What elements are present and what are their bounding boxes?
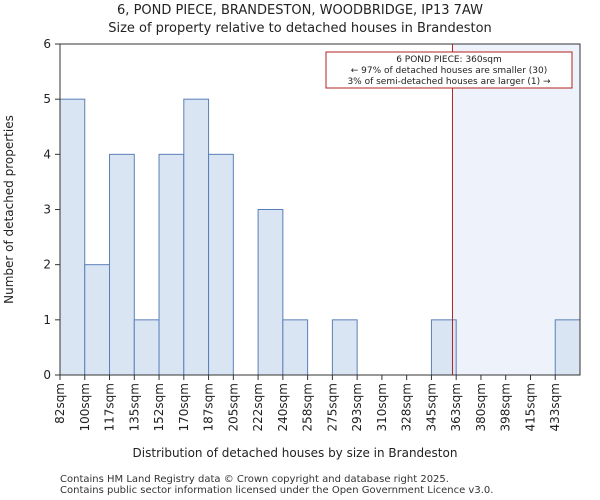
x-tick-label: 380sqm — [474, 383, 488, 431]
y-tick-label: 3 — [43, 203, 51, 217]
bar-82sqm — [59, 98, 86, 376]
y-tick-label: 4 — [43, 147, 51, 161]
x-tick-label: 205sqm — [226, 383, 240, 431]
bar-222sqm — [257, 209, 284, 376]
y-tick-label: 1 — [43, 313, 51, 327]
bar-152sqm — [158, 153, 185, 376]
x-tick-label: 187sqm — [202, 383, 216, 431]
chart: 0 1 2 3 4 5 6 82sqm 100sqm 117sqm 135sqm 152sqm 170… — [2, 37, 581, 460]
x-tick-label: 275sqm — [325, 383, 339, 431]
x-tick-label: 293sqm — [350, 383, 364, 431]
x-tick-label: 170sqm — [177, 383, 191, 431]
x-tick-label: 82sqm — [53, 383, 67, 424]
x-tick-label: 433sqm — [548, 383, 562, 431]
bar-240sqm — [282, 319, 309, 376]
footer-line-1: Contains HM Land Registry data © Crown c… — [60, 474, 449, 485]
bar-275sqm — [331, 319, 358, 376]
x-tick-label: 363sqm — [449, 383, 463, 431]
x-tick-label: 398sqm — [499, 383, 513, 431]
chart-title: 6, POND PIECE, BRANDESTON, WOODBRIDGE, I… — [117, 3, 483, 18]
x-tick-label: 135sqm — [127, 383, 141, 431]
y-tick-label: 0 — [43, 368, 51, 382]
annotation-line-2: ← 97% of detached houses are smaller (30… — [351, 66, 548, 76]
x-axis-label: Distribution of detached houses by size … — [133, 446, 458, 460]
x-tick-label: 240sqm — [276, 383, 290, 431]
x-tick-label: 258sqm — [301, 383, 315, 431]
chart-subtitle: Size of property relative to detached ho… — [108, 21, 492, 36]
bar-117sqm — [109, 153, 135, 376]
x-tick-label: 152sqm — [152, 383, 166, 431]
y-tick-label: 5 — [43, 92, 51, 106]
y-tick-label: 2 — [43, 258, 51, 272]
y-axis-label: Number of detached properties — [2, 115, 16, 304]
x-tick-label: 345sqm — [424, 383, 438, 431]
x-tick-label: 222sqm — [251, 383, 265, 431]
bar-187sqm — [208, 153, 234, 376]
y-tick-label: 6 — [43, 37, 51, 51]
x-tick-label: 310sqm — [375, 383, 389, 431]
annotation-line-1: 6 POND PIECE: 360sqm — [396, 55, 502, 65]
x-tick-label: 117sqm — [103, 383, 117, 431]
bar-433sqm — [554, 319, 581, 376]
bar-135sqm — [133, 319, 160, 376]
bar-100sqm — [84, 264, 111, 376]
x-tick-label: 415sqm — [523, 383, 537, 431]
bar-170sqm — [183, 98, 210, 376]
footer-line-2: Contains public sector information licen… — [60, 485, 494, 496]
annotation-box: 6 POND PIECE: 360sqm ← 97% of detached h… — [325, 51, 573, 89]
x-tick-label: 328sqm — [400, 383, 414, 431]
x-tick-label: 100sqm — [78, 383, 92, 431]
annotation-line-3: 3% of semi-detached houses are larger (1… — [347, 77, 551, 87]
